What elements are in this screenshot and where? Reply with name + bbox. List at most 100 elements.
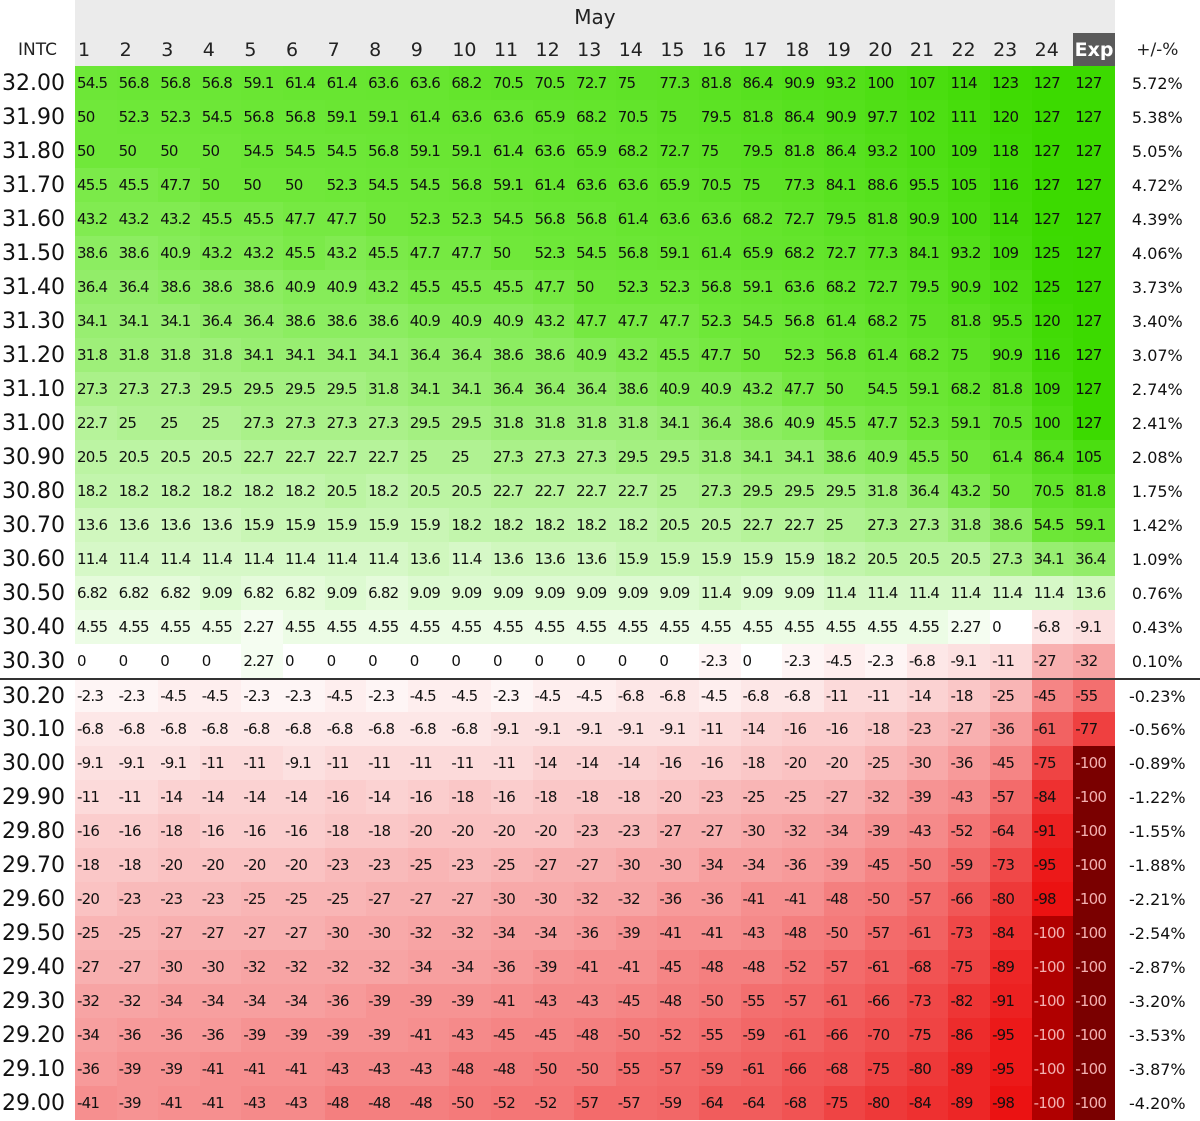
pnl-cell: 125 [1031, 236, 1074, 270]
pnl-cell: 13.6 [199, 508, 242, 542]
pnl-cell: 40.9 [574, 338, 616, 372]
pnl-cell: 34.1 [740, 440, 783, 474]
pnl-cell: 36.4 [532, 372, 575, 406]
pnl-cell: -34 [449, 950, 491, 984]
day-header: 17 [740, 33, 783, 66]
change-pct: 1.09% [1131, 549, 1183, 569]
pnl-cell: 29.5 [324, 372, 367, 406]
pnl-cell: 52.3 [324, 168, 367, 202]
pnl-cell: 36.4 [906, 474, 949, 508]
pnl-cell: 22.7 [532, 474, 575, 508]
pnl-cell: 4.55 [740, 610, 783, 644]
pnl-cell: -32 [865, 780, 907, 814]
pnl-cell: 31.8 [75, 338, 117, 372]
pnl-cell: -100 [1031, 950, 1074, 984]
pnl-cell: 45.5 [407, 270, 450, 304]
pnl-cell: 20.5 [324, 474, 367, 508]
pnl-cell: 31.8 [199, 338, 242, 372]
pnl-cell: -4.5 [324, 678, 367, 712]
pnl-cell: 105 [1073, 440, 1115, 474]
pnl-cell: 84.1 [906, 236, 949, 270]
pnl-cell: 0 [158, 644, 200, 678]
pnl-cell: -41 [782, 882, 824, 916]
pnl-cell: 47.7 [615, 304, 658, 338]
pnl-cell: -32 [324, 950, 367, 984]
pnl-cell: -6.8 [449, 712, 491, 746]
pnl-cell: 15.9 [740, 542, 783, 576]
pnl-cell: 4.55 [407, 610, 450, 644]
pnl-cell: -27 [574, 848, 616, 882]
pnl-cell: 20.5 [199, 440, 242, 474]
pnl-cell: -52 [490, 1086, 533, 1120]
pnl-cell: -43 [407, 1052, 450, 1086]
pnl-cell: -45 [490, 1018, 533, 1052]
pnl-cell: 61.4 [698, 236, 741, 270]
pnl-cell: -18 [366, 814, 408, 848]
pnl-cell: 4.55 [116, 610, 159, 644]
pnl-cell: -84 [990, 916, 1032, 950]
pnl-cell: 79.5 [823, 202, 866, 236]
pnl-cell: -55 [615, 1052, 658, 1086]
change-pct: 1.42% [1131, 515, 1183, 535]
pnl-cell: -2.3 [241, 678, 283, 712]
pnl-cell: 2.27 [241, 610, 283, 644]
pnl-cell: -18 [740, 746, 783, 780]
pnl-cell: -89 [948, 1086, 991, 1120]
pnl-cell: 20.5 [948, 542, 991, 576]
pnl-cell: -32 [407, 916, 450, 950]
pnl-cell: -39 [823, 848, 866, 882]
pnl-cell: 45.5 [116, 168, 159, 202]
pnl-cell: -18 [948, 678, 991, 712]
pnl-cell: 18.2 [75, 474, 117, 508]
pnl-cell: 81.8 [948, 304, 991, 338]
pnl-cell: 4.55 [615, 610, 658, 644]
pnl-cell: -18 [449, 780, 491, 814]
pnl-cell: 118 [990, 134, 1032, 168]
blank [1115, 0, 1200, 33]
day-header: 6 [282, 33, 325, 66]
pnl-cell: 15.9 [782, 542, 824, 576]
pnl-cell: -32 [574, 882, 616, 916]
pnl-cell: 81.8 [782, 134, 824, 168]
pnl-cell: 127 [1073, 202, 1115, 236]
pnl-cell: -100 [1073, 984, 1115, 1018]
pnl-cell: -9.1 [574, 712, 616, 746]
pnl-cell: -61 [1031, 712, 1074, 746]
pnl-cell: -48 [740, 950, 783, 984]
pnl-cell: -32 [241, 950, 283, 984]
pnl-cell: 100 [906, 134, 949, 168]
pnl-cell: -100 [1031, 916, 1074, 950]
pnl-cell: 38.6 [75, 236, 117, 270]
pnl-cell: -9.1 [532, 712, 575, 746]
pnl-cell: 43.2 [324, 236, 367, 270]
pnl-cell: 22.7 [75, 406, 117, 440]
pnl-cell: -27 [241, 916, 283, 950]
pnl-cell: 68.2 [948, 372, 991, 406]
pnl-cell: 15.9 [615, 542, 658, 576]
price-label: 30.30 [2, 648, 65, 674]
pnl-cell: 31.8 [366, 372, 408, 406]
pnl-cell: -100 [1031, 984, 1074, 1018]
pnl-cell: -18 [75, 848, 117, 882]
pnl-cell: 102 [906, 100, 949, 134]
pnl-cell: -16 [75, 814, 117, 848]
change-pct: 0.10% [1131, 651, 1183, 671]
pnl-cell: 59.1 [407, 134, 450, 168]
pnl-cell: 59.1 [1073, 508, 1115, 542]
pnl-cell: -80 [906, 1052, 949, 1086]
pnl-cell: 6.82 [116, 576, 159, 610]
pnl-cell: 72.7 [823, 236, 866, 270]
pnl-cell: 18.2 [366, 474, 408, 508]
pnl-cell: 40.9 [282, 270, 325, 304]
pnl-cell: 27.3 [865, 508, 907, 542]
pnl-cell: 11.4 [199, 542, 242, 576]
pnl-cell: 34.1 [782, 440, 824, 474]
pnl-cell: -30 [906, 746, 949, 780]
pnl-cell: 47.7 [158, 168, 200, 202]
pnl-cell: -23 [366, 848, 408, 882]
pnl-cell: 36.4 [574, 372, 616, 406]
pnl-cell: 9.09 [657, 576, 699, 610]
pnl-cell: 38.6 [116, 236, 159, 270]
pnl-cell: 27.3 [574, 440, 616, 474]
pnl-cell: 56.8 [698, 270, 741, 304]
